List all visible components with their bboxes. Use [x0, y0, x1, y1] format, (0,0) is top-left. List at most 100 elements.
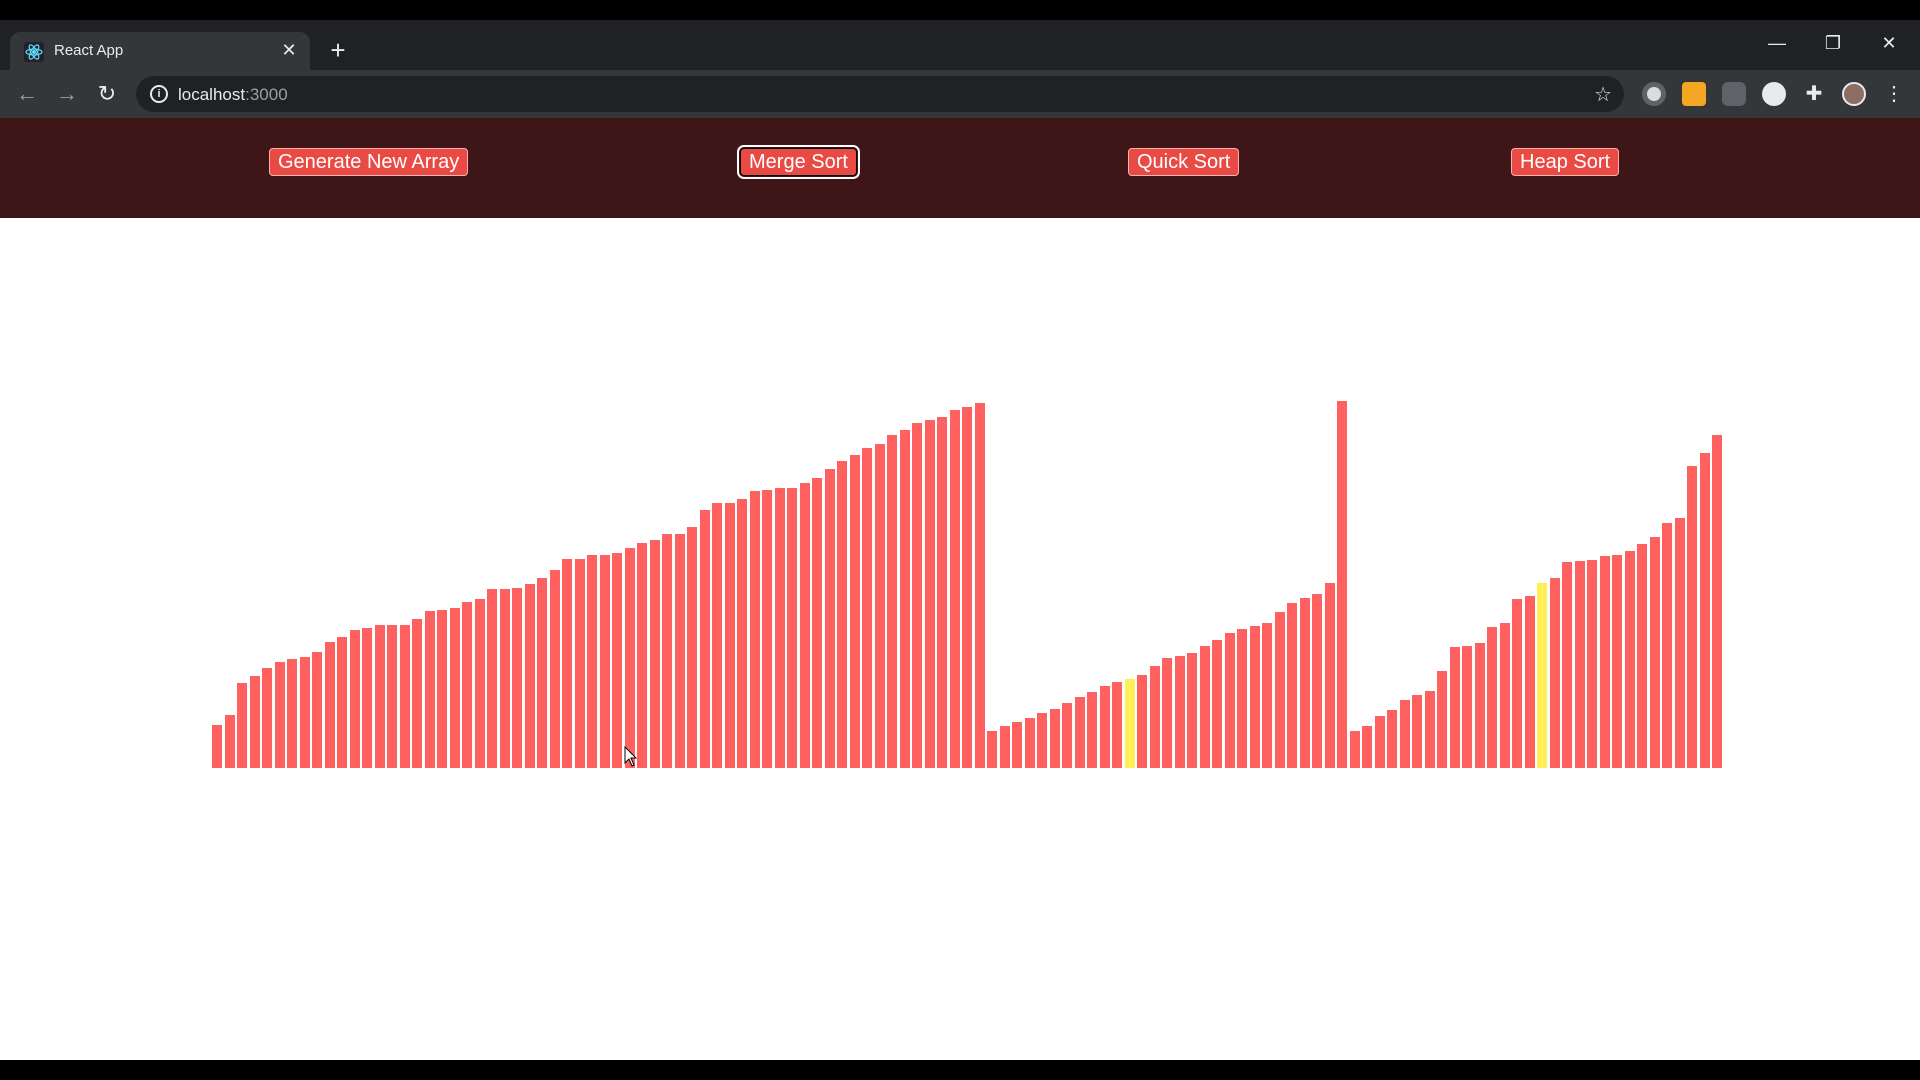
array-bar [412, 619, 422, 768]
array-bar [1712, 435, 1722, 768]
array-bar [1624, 551, 1635, 768]
array-bar [574, 559, 585, 768]
array-bar [1162, 658, 1172, 768]
array-bar [749, 491, 760, 768]
array-bar [1449, 647, 1460, 768]
array-bar [349, 630, 360, 768]
array-bar [524, 584, 535, 768]
array-bar [462, 602, 472, 768]
array-bar [387, 625, 397, 768]
array-bar [712, 503, 722, 768]
array-bar [1612, 555, 1622, 768]
array-bar [312, 652, 322, 768]
browser-menu-icon[interactable]: ⋮ [1884, 83, 1904, 105]
array-bar [1349, 731, 1360, 768]
url-port: :3000 [245, 85, 288, 104]
array-bar [549, 570, 560, 768]
array-bar [1387, 710, 1397, 768]
array-bar [1337, 401, 1347, 768]
restore-button[interactable]: ❐ [1824, 33, 1842, 53]
array-bar [1099, 686, 1110, 768]
array-bar [1537, 583, 1547, 768]
array-bar [1087, 692, 1097, 768]
array-bar [1037, 713, 1047, 768]
heap-sort-button[interactable]: Heap Sort [1511, 148, 1620, 176]
extension-block-icon[interactable] [1762, 82, 1786, 106]
array-bar [962, 407, 972, 768]
reload-icon[interactable]: ↻ [97, 81, 117, 106]
array-bar [1562, 562, 1572, 768]
tab-strip: React App ✕ + — ❐ ✕ [0, 20, 1920, 70]
array-bar [1187, 653, 1197, 768]
array-bar [1412, 695, 1422, 768]
array-bar [1299, 598, 1310, 768]
array-bar [1212, 640, 1222, 768]
bottom-border [0, 1060, 1920, 1080]
array-bar [612, 553, 622, 768]
array-bar [1424, 691, 1435, 768]
array-bar [1499, 623, 1510, 768]
array-bar [1049, 709, 1060, 768]
array-bar [1637, 544, 1647, 768]
extension-fox-icon[interactable] [1682, 82, 1706, 106]
quick-sort-button[interactable]: Quick Sort [1128, 148, 1240, 176]
tab-close-icon[interactable]: ✕ [281, 40, 297, 60]
array-bar [1674, 518, 1685, 768]
array-bar [537, 578, 547, 768]
array-bar [1574, 561, 1585, 768]
array-bar [1312, 594, 1322, 768]
address-bar[interactable]: i localhost:3000 ☆ [136, 76, 1624, 112]
array-bar [862, 448, 872, 768]
array-bar [1649, 537, 1660, 768]
extension-record-icon[interactable] [1642, 82, 1666, 106]
array-bar [1474, 643, 1485, 768]
array-bar [262, 668, 272, 768]
extensions-puzzle-icon[interactable]: ✚ [1805, 83, 1823, 105]
array-bar [924, 420, 935, 768]
back-icon[interactable]: ← [16, 81, 38, 106]
array-bar [737, 499, 747, 768]
array-bar [1524, 596, 1535, 768]
array-bar [837, 461, 847, 768]
array-bar [899, 430, 910, 768]
extension-link-icon[interactable] [1722, 82, 1746, 106]
new-tab-button[interactable]: + [330, 35, 346, 65]
array-bar [437, 610, 447, 768]
merge-sort-button[interactable]: Merge Sort [737, 145, 860, 179]
array-bar [1074, 697, 1085, 768]
array-bar [499, 589, 510, 768]
browser-tab[interactable]: React App ✕ [10, 32, 310, 70]
array-bar [562, 559, 572, 768]
array-bar [324, 642, 335, 768]
array-bar [624, 548, 635, 768]
profile-avatar[interactable] [1842, 82, 1866, 106]
array-bar [874, 444, 885, 768]
array-bar [274, 662, 285, 768]
forward-icon[interactable]: → [56, 81, 78, 106]
array-bar [849, 455, 860, 768]
site-info-icon[interactable]: i [150, 85, 168, 103]
array-bar [299, 657, 310, 768]
minimize-button[interactable]: — [1768, 33, 1786, 53]
array-bar [212, 725, 222, 768]
array-bar [1462, 646, 1472, 768]
array-bar [1362, 726, 1372, 768]
generate-array-button[interactable]: Generate New Array [269, 148, 469, 176]
array-bar [249, 676, 260, 768]
array-bar [237, 683, 247, 768]
array-bar [1149, 666, 1160, 768]
array-bar [424, 611, 435, 768]
page-viewport: Generate New Array Merge Sort Quick Sort… [0, 118, 1920, 1060]
array-bar [699, 510, 710, 768]
window-close-button[interactable]: ✕ [1881, 33, 1897, 53]
array-bar [1112, 682, 1122, 768]
array-bar [1262, 623, 1272, 768]
array-bar [999, 726, 1010, 768]
array-bar [1512, 599, 1522, 768]
array-bar [1062, 703, 1072, 768]
array-bar [399, 625, 410, 768]
array-bar [224, 715, 235, 768]
array-bar [1137, 675, 1147, 768]
bookmark-star-icon[interactable]: ☆ [1594, 84, 1612, 106]
